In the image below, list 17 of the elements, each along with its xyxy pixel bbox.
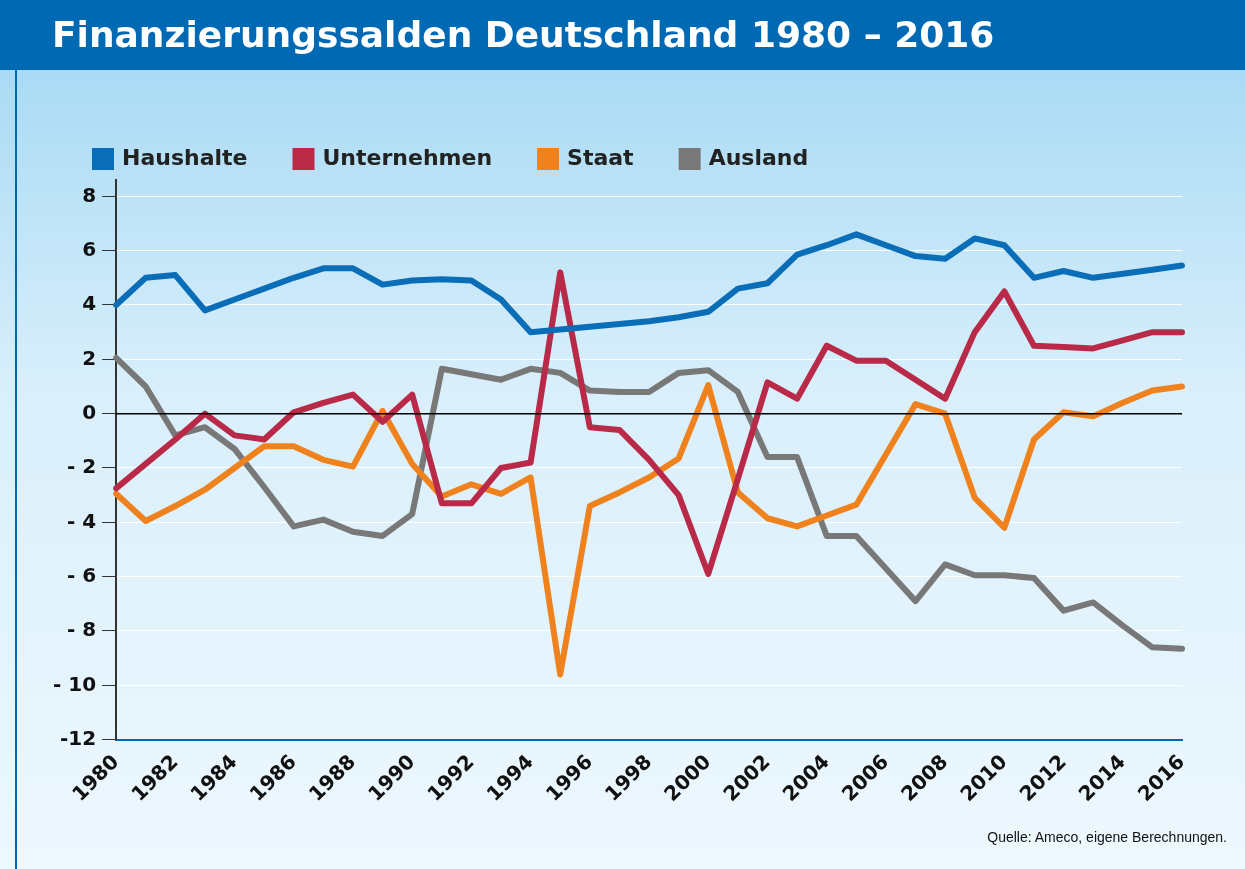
y-tick-label: 6 [82,236,97,261]
y-tick-label: 4 [82,291,97,316]
legend-label: Unternehmen [322,144,493,170]
y-tick-label: -12 [59,725,97,750]
legend-label: Haushalte [122,144,248,170]
legend-label: Staat [567,144,635,170]
source-note: Quelle: Ameco, eigene Berechnungen. [987,829,1227,845]
y-tick-label: - 8 [66,617,97,642]
legend-label: Ausland [708,144,809,170]
chart-title: Finanzierungssalden Deutschland 1980 – 2016 [0,0,1245,70]
y-tick-label: - 4 [66,508,97,533]
y-tick-label: 2 [82,345,97,370]
y-tick-label: - 2 [66,454,97,479]
y-tick-label: 0 [82,399,97,424]
y-tick-label: - 6 [66,562,97,587]
y-tick-label: 8 [82,182,97,207]
y-tick-label: - 10 [52,671,97,696]
